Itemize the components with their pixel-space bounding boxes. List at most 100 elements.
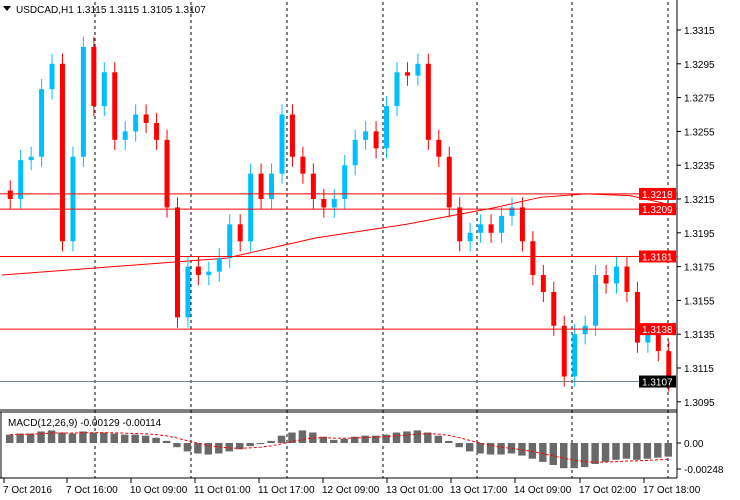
- candle-body: [28, 156, 34, 161]
- macd-histogram-bar: [26, 433, 35, 443]
- macd-histogram-bar: [68, 433, 77, 443]
- candle-body: [655, 334, 661, 352]
- macd-histogram-bar: [183, 443, 192, 452]
- macd-tick-label: 0.00: [684, 439, 704, 450]
- candle-body: [154, 122, 160, 140]
- macd-histogram-bar: [100, 432, 108, 443]
- macd-histogram-bar: [267, 440, 275, 443]
- macd-histogram-bar: [434, 435, 443, 443]
- candles: [7, 36, 672, 392]
- candle-body: [446, 156, 452, 208]
- candle-body: [18, 160, 24, 199]
- macd-histogram-bar: [110, 433, 118, 443]
- macd-histogram-bar: [16, 433, 24, 443]
- candle-body: [206, 271, 212, 276]
- candle-body: [39, 89, 45, 157]
- candle-body: [394, 72, 400, 107]
- candle-body: [561, 325, 567, 377]
- macd-histogram-bar: [298, 430, 307, 443]
- candle-body: [91, 46, 97, 107]
- candle-body: [237, 224, 243, 242]
- candle-body: [279, 114, 285, 174]
- triangle-down-icon[interactable]: [3, 6, 11, 11]
- candle-body: [195, 266, 201, 276]
- macd-histogram-bar: [549, 443, 558, 466]
- candle-body: [404, 72, 410, 76]
- macd-histogram-bar: [424, 432, 432, 443]
- candle-body: [49, 63, 55, 90]
- macd-histogram-bar: [204, 443, 213, 455]
- macd-tick-label: -0.00248: [684, 465, 724, 476]
- moving-average-line: [1, 193, 676, 276]
- price-tick-label: 1.3295: [684, 60, 715, 71]
- candle-body: [174, 207, 180, 318]
- macd-histogram-bar: [413, 430, 422, 443]
- candle-body: [478, 224, 484, 233]
- macd-histogram-bar: [152, 437, 160, 443]
- axes: 1.3315 1.3295 1.3275 1.3255 1.3235 1.3215 1.31…: [0, 0, 715, 496]
- macd-histogram-bar: [654, 443, 662, 458]
- candle-body: [269, 173, 275, 199]
- macd-panel: 0.00 -0.00248: [6, 430, 724, 476]
- macd-histogram-bar: [47, 430, 56, 443]
- macd-histogram-bar: [528, 443, 537, 459]
- macd-histogram-bar: [141, 435, 150, 443]
- macd-histogram-bar: [120, 434, 129, 443]
- candle-body: [436, 139, 442, 157]
- price-tick-label: 1.3115: [684, 364, 714, 375]
- macd-histogram-bar: [591, 443, 599, 464]
- level-price-tag: [639, 375, 676, 388]
- time-tick-label: 7 Oct 2016: [3, 485, 52, 496]
- candle-body: [467, 232, 473, 242]
- candle-body: [331, 199, 337, 208]
- candle-body: [415, 63, 421, 76]
- macd-histogram-bar: [340, 438, 348, 443]
- macd-histogram-bar: [79, 431, 87, 443]
- macd-histogram-bar: [382, 434, 390, 443]
- price-tick-label: 1.3195: [684, 229, 715, 240]
- time-tick-label: 14 Oct 09:00: [514, 485, 572, 496]
- macd-histogram-bar: [580, 443, 589, 468]
- period-separators: [94, 2, 669, 478]
- macd-histogram-bar: [560, 443, 568, 469]
- macd-histogram-bar: [319, 436, 328, 443]
- macd-histogram-bar: [476, 443, 484, 454]
- candle-body: [572, 334, 578, 377]
- price-tick-label: 1.3275: [684, 94, 715, 105]
- macd-histogram-bar: [309, 432, 317, 443]
- candle-body: [384, 106, 390, 149]
- macd-histogram-bar: [246, 443, 254, 447]
- price-tick-label: 1.3135: [684, 330, 715, 341]
- candle-body: [300, 156, 306, 174]
- time-tick-label: 7 Oct 16:00: [66, 485, 118, 496]
- candle-body: [624, 266, 630, 292]
- time-tick-label: 17 Oct 02:00: [579, 485, 637, 496]
- macd-histogram-bar: [288, 432, 296, 443]
- candle-body: [133, 114, 139, 132]
- price-tick-label: 1.3255: [684, 127, 715, 138]
- candle-body: [310, 173, 316, 199]
- macd-histogram-bar: [89, 432, 98, 443]
- candle-body: [143, 114, 149, 123]
- macd-histogram-bar: [162, 440, 171, 443]
- chart-title: USDCAD,H1 1.3115 1.3115 1.3105 1.3107: [16, 5, 206, 16]
- macd-histogram-bar: [194, 443, 202, 454]
- level-price-tag: [639, 250, 676, 263]
- candle-body: [530, 241, 536, 276]
- macd-histogram-bar: [215, 443, 223, 454]
- candle-body: [519, 207, 525, 242]
- candle-body: [603, 275, 609, 284]
- price-tick-label: 1.3175: [684, 263, 715, 274]
- macd-histogram-bar: [570, 443, 578, 469]
- level-price-tag: [639, 323, 676, 336]
- macd-histogram-bar: [37, 431, 45, 443]
- macd-histogram-bar: [256, 443, 265, 445]
- time-tick-label: 11 Oct 17:00: [258, 485, 315, 496]
- macd-histogram-bar: [277, 435, 286, 443]
- price-tick-label: 1.3235: [684, 161, 715, 172]
- candle-body: [634, 291, 640, 343]
- candle-body: [582, 325, 588, 335]
- candle-body: [540, 275, 546, 292]
